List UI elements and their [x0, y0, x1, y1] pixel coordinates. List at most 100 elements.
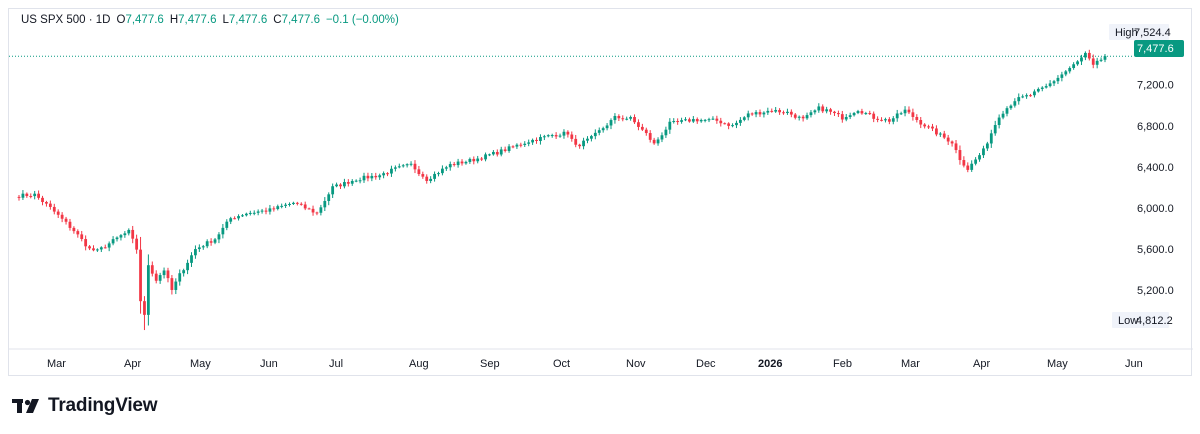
candle [72, 226, 76, 234]
candle [1091, 54, 1095, 69]
candle [444, 165, 448, 171]
chart-legend: US SPX 500 · 1D O7,477.6 H7,477.6 L7,477.6 C… [21, 14, 405, 26]
candle [727, 122, 731, 130]
candle [985, 141, 989, 151]
candle [703, 118, 707, 123]
candle [178, 269, 182, 286]
candle [111, 236, 115, 246]
candle [60, 212, 64, 223]
candle [103, 244, 107, 249]
candle [264, 207, 268, 215]
candle [640, 123, 644, 132]
candle [213, 237, 217, 245]
candle [260, 208, 264, 214]
candle [343, 178, 346, 189]
x-tick-label: Feb [833, 358, 852, 370]
candle [409, 161, 413, 167]
candle [535, 137, 538, 144]
candle [688, 117, 691, 123]
candle [707, 117, 711, 123]
candle [680, 117, 683, 124]
candle [903, 106, 907, 117]
candle [1064, 70, 1068, 77]
candle [738, 117, 742, 126]
candle [68, 218, 72, 231]
x-tick-label: Aug [409, 358, 429, 370]
candle [378, 173, 382, 180]
candle [350, 179, 354, 186]
candle [358, 177, 362, 184]
candle [268, 204, 272, 215]
candle [546, 134, 550, 138]
candle [162, 267, 166, 279]
candle [1103, 53, 1107, 63]
y-tick-label: 5,200.0 [1137, 285, 1174, 297]
candle [150, 261, 154, 277]
candle [723, 122, 727, 125]
candle [397, 163, 401, 169]
candle [1021, 94, 1025, 99]
candle [762, 111, 766, 118]
candle [354, 179, 358, 183]
candle [311, 205, 315, 216]
high-value: 7,477.6 [178, 14, 217, 26]
candle [64, 216, 68, 225]
tradingview-brand[interactable]: TradingView [12, 394, 158, 418]
candle [1084, 51, 1087, 61]
candle [327, 192, 331, 206]
candle [833, 110, 836, 116]
candle [288, 202, 291, 207]
chart-frame[interactable]: 5,200.0 5,600.0 6,000.0 6,400.0 6,800.0 7,200… [8, 8, 1193, 377]
candle [550, 133, 554, 138]
candle [499, 146, 503, 157]
candle [625, 116, 629, 121]
candle [927, 124, 930, 129]
candle [256, 209, 260, 216]
candle [962, 156, 966, 168]
candle [880, 117, 883, 122]
candle [770, 108, 774, 113]
candle [1025, 93, 1028, 99]
candle [562, 129, 566, 139]
candle [315, 211, 319, 216]
candle [390, 165, 393, 177]
candle [566, 130, 570, 138]
x-tick-label: Apr [124, 358, 141, 370]
candle [154, 270, 158, 284]
y-tick-label: 6,000.0 [1137, 203, 1174, 215]
candle [441, 165, 444, 176]
candle [292, 201, 295, 205]
candle [1029, 93, 1032, 97]
candle [597, 127, 601, 136]
candle [915, 114, 919, 123]
candle [919, 116, 923, 129]
candle [225, 219, 229, 231]
candle [33, 190, 37, 200]
candle [574, 134, 578, 148]
candle [448, 161, 452, 171]
candle [652, 137, 656, 145]
candlestick-chart[interactable]: 5,200.0 5,600.0 6,000.0 6,400.0 6,800.0 7,200… [9, 9, 1193, 377]
tradingview-logo-icon [12, 399, 39, 413]
candle [868, 110, 872, 115]
candle [527, 139, 531, 147]
candle [942, 130, 946, 140]
candle [970, 160, 974, 172]
candle [366, 172, 370, 182]
candle [476, 155, 480, 164]
candle [856, 109, 860, 115]
candle [778, 108, 781, 115]
candle [276, 204, 280, 211]
candle [52, 203, 56, 215]
candle [605, 123, 609, 131]
candle [417, 165, 421, 177]
candle [923, 123, 927, 129]
candle [1036, 87, 1040, 93]
candle [1068, 66, 1072, 74]
candle [852, 111, 856, 117]
candle [346, 179, 350, 187]
candle [241, 214, 244, 217]
candle [135, 234, 139, 254]
candle [25, 192, 29, 198]
candle [1060, 71, 1064, 82]
